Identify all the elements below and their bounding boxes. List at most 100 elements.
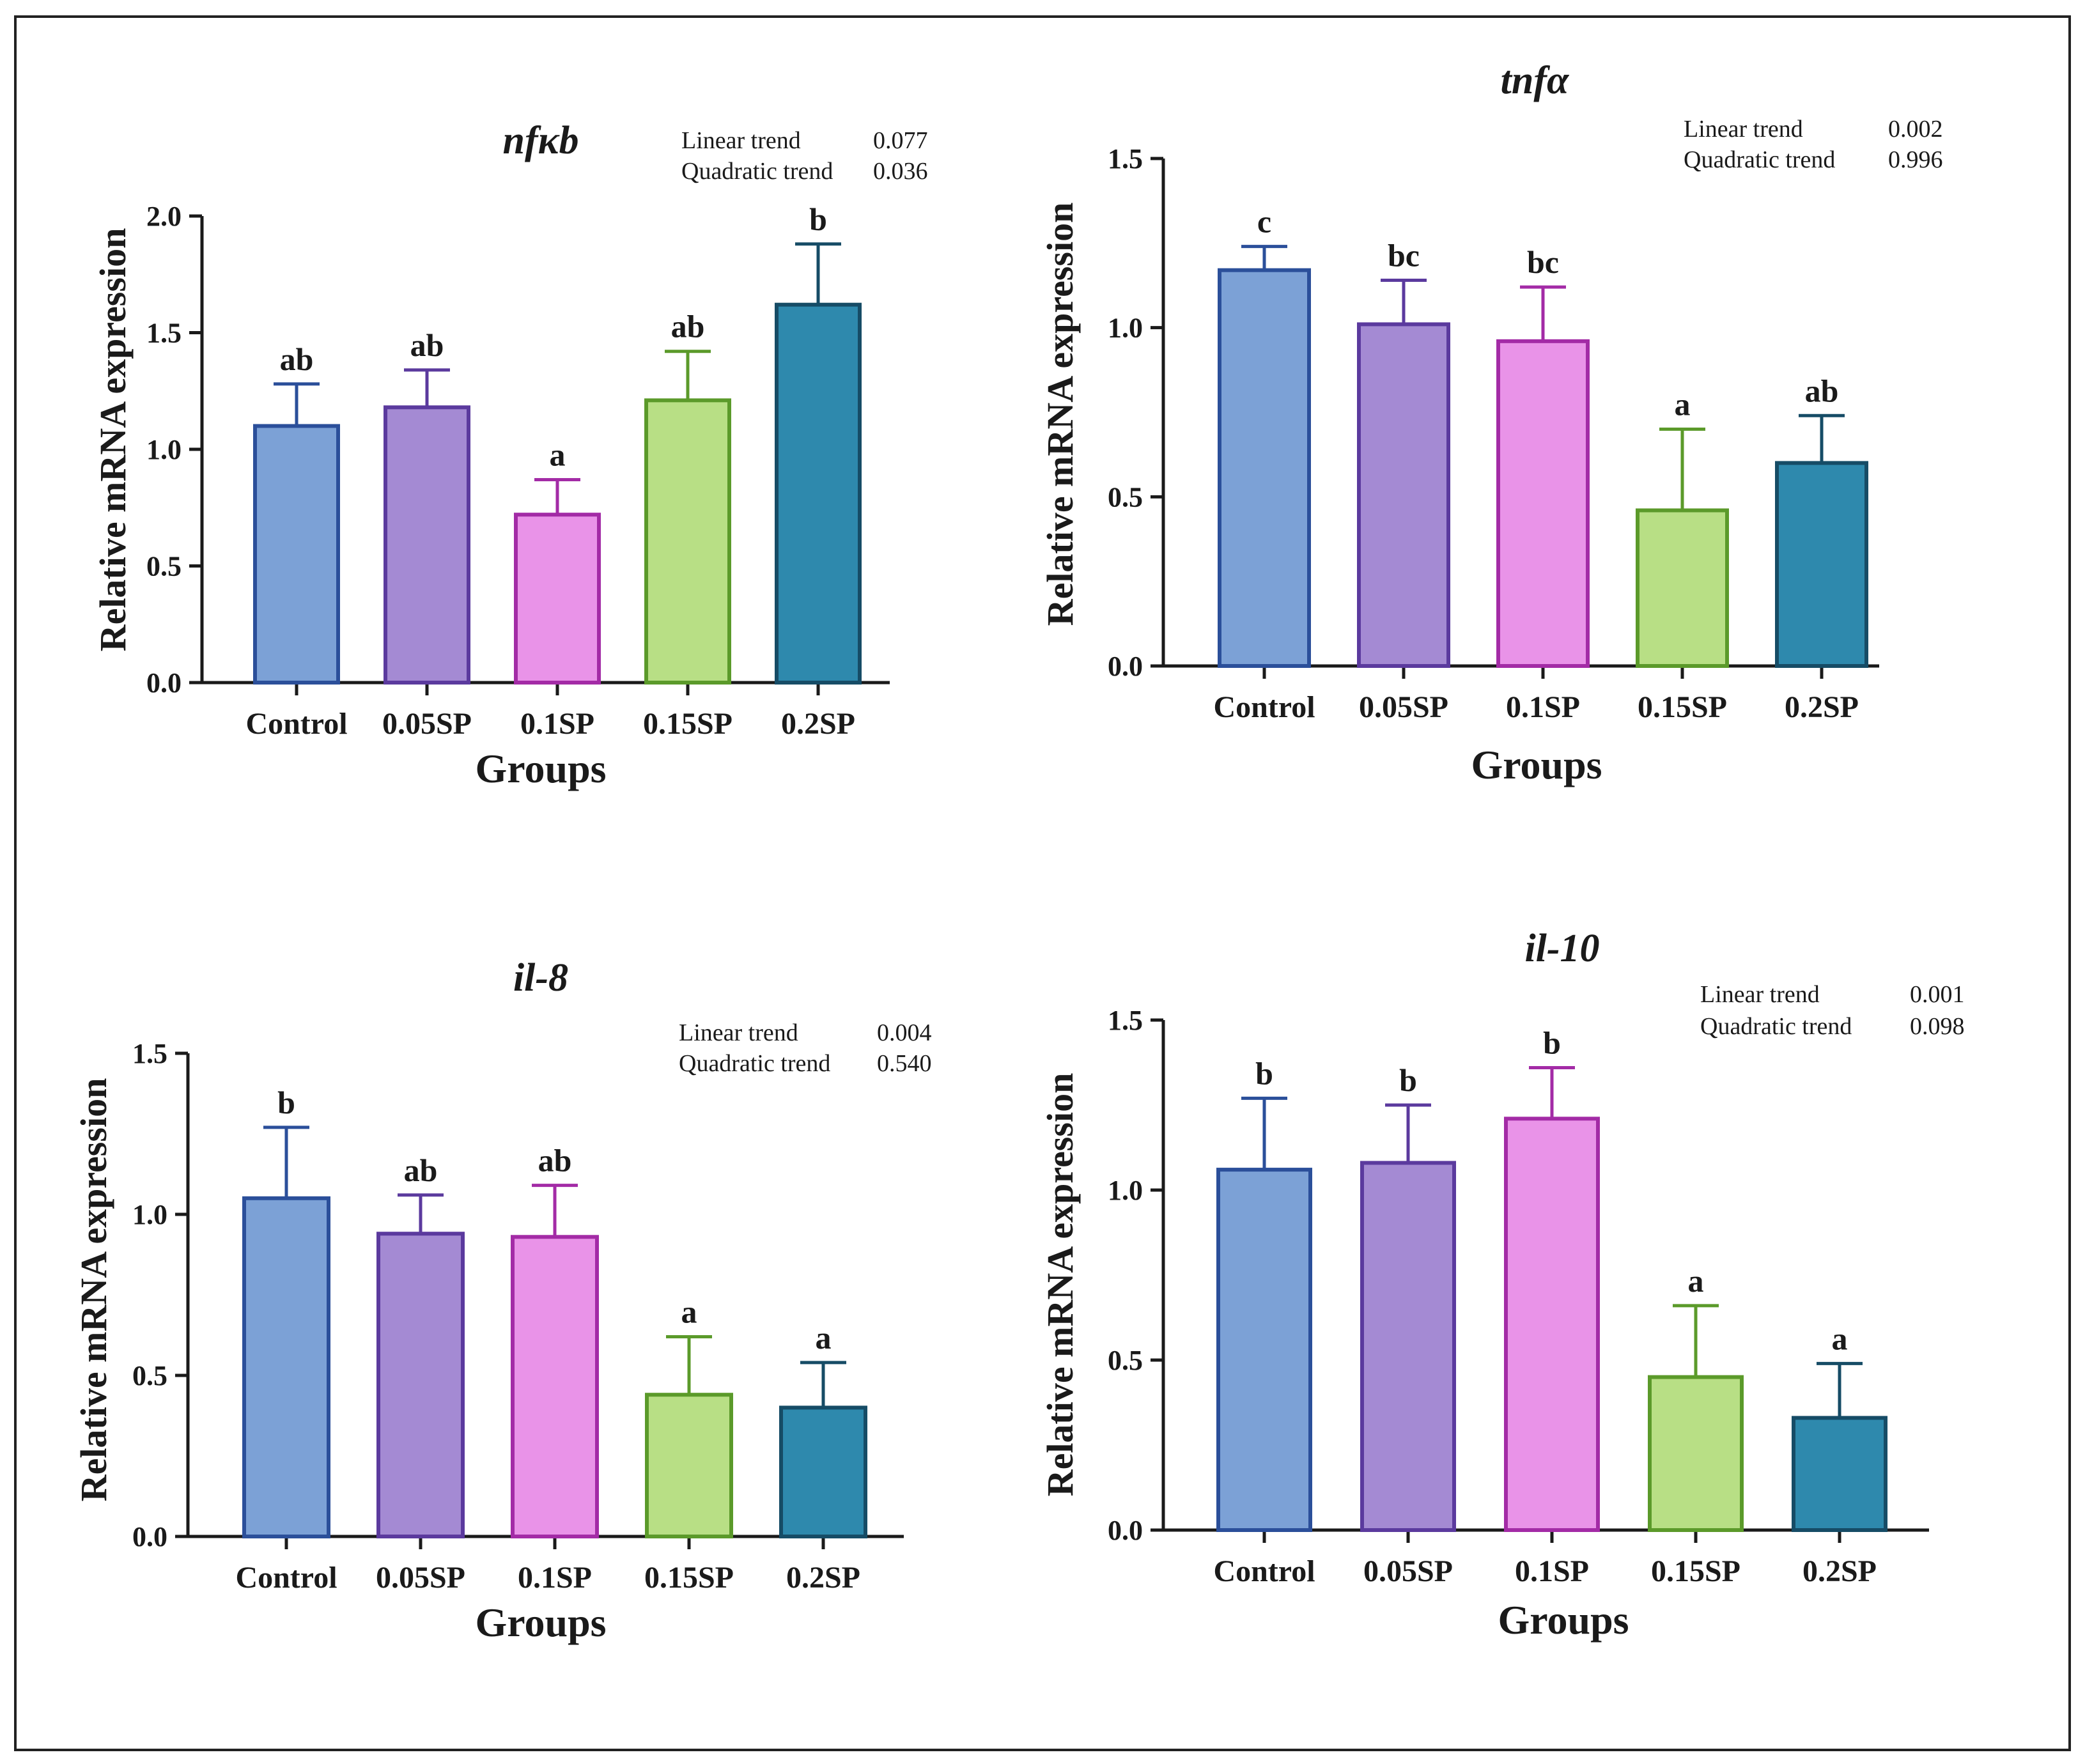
y-tick-label: 1.5 (146, 318, 182, 349)
y-tick-label: 1.5 (132, 1038, 167, 1069)
plot-area: 0.0 0.5 1.0 1.5 b Control ab 0.05SP ab 0.1SP a 0.15… (132, 1038, 904, 1595)
significance-label: a (1675, 386, 1691, 422)
bar-015sp (1636, 508, 1729, 668)
x-tick-label: 0.1SP (520, 707, 594, 741)
bar-02sp (779, 1405, 867, 1538)
significance-label: a (1688, 1263, 1704, 1299)
significance-label: b (1543, 1025, 1561, 1060)
significance-label: ab (280, 341, 314, 377)
quadratic-trend-label: Quadratic trend (679, 1050, 830, 1077)
bar-015sp (645, 1393, 733, 1538)
significance-label: b (1255, 1055, 1273, 1091)
y-tick-label: 0.5 (132, 1360, 167, 1391)
y-tick-label: 1.0 (1108, 313, 1143, 344)
bar-005sp (1360, 1161, 1456, 1532)
y-tick-label: 0.5 (1108, 481, 1143, 513)
significance-label: a (550, 437, 566, 472)
y-tick-label: 1.5 (1108, 1005, 1143, 1036)
bar-control (1216, 1168, 1312, 1532)
y-tick-label: 1.0 (146, 434, 182, 465)
quadratic-trend-value: 0.540 (877, 1050, 932, 1077)
bar-02sp (775, 302, 862, 685)
bar-005sp (1357, 322, 1450, 668)
significance-label: b (1399, 1062, 1417, 1098)
significance-label: bc (1388, 238, 1420, 274)
panel-il10: il-10 Linear trend 0.001 Quadratic trend… (1039, 927, 1965, 1643)
bar-01sp (514, 513, 601, 685)
x-tick-label: Control (235, 1561, 337, 1595)
y-tick-label: 2.0 (146, 201, 182, 232)
x-tick-label: 0.15SP (1651, 1554, 1740, 1588)
chart-title: nfκb (503, 119, 579, 162)
x-tick-label: 0.1SP (518, 1561, 592, 1595)
bar-control (242, 1196, 330, 1539)
significance-label: a (1832, 1320, 1848, 1356)
y-tick-label: 0.5 (146, 551, 182, 582)
quadratic-trend-value: 0.996 (1888, 146, 1943, 173)
quadratic-trend-label: Quadratic trend (1700, 1013, 1852, 1040)
bar-005sp (376, 1232, 465, 1538)
x-tick-label: Control (245, 707, 347, 741)
significance-label: c (1257, 204, 1271, 240)
x-tick-label: 0.15SP (643, 707, 732, 741)
bar-control (1218, 268, 1311, 668)
bar-01sp (1496, 339, 1590, 668)
x-tick-label: 0.15SP (644, 1561, 734, 1595)
y-tick-label: 1.0 (1108, 1175, 1143, 1206)
x-tick-label: 0.15SP (1638, 690, 1727, 724)
significance-label: a (681, 1294, 697, 1330)
bar-005sp (384, 405, 470, 685)
y-axis-label: Relative mRNA expression (1039, 1073, 1081, 1497)
significance-label: ab (538, 1143, 572, 1179)
y-tick-label: 0.5 (1108, 1345, 1143, 1376)
y-axis-label: Relative mRNA expression (92, 228, 134, 652)
quadratic-trend-label: Quadratic trend (1684, 146, 1835, 173)
significance-label: a (816, 1320, 832, 1356)
significance-label: b (809, 201, 827, 237)
y-tick-label: 0.0 (1108, 1515, 1143, 1546)
linear-trend-value: 0.001 (1910, 981, 1965, 1008)
chart-title: il-8 (513, 956, 568, 1000)
plot-area: 0.0 0.5 1.0 1.5 2.0 ab Control ab 0.05SP a 0.1SP ab… (146, 201, 890, 741)
x-axis-label: Groups (475, 746, 606, 791)
linear-trend-label: Linear trend (679, 1019, 798, 1046)
chart-title: il-10 (1524, 927, 1599, 970)
x-tick-label: 0.1SP (1506, 690, 1580, 724)
bar-02sp (1792, 1416, 1887, 1532)
chart-title: tnfα (1501, 59, 1570, 102)
x-tick-label: 0.05SP (376, 1561, 465, 1595)
x-tick-label: 0.05SP (1363, 1554, 1453, 1588)
bar-02sp (1775, 461, 1868, 669)
y-tick-label: 0.0 (146, 667, 182, 699)
x-tick-label: Control (1213, 1554, 1315, 1588)
plot-area: 0.0 0.5 1.0 1.5 b Control b 0.05SP b 0.1SP a 0.15SP… (1108, 1005, 1929, 1588)
significance-label: ab (404, 1152, 438, 1188)
x-tick-label: Control (1213, 690, 1315, 724)
x-tick-label: 0.05SP (1359, 690, 1448, 724)
plot-area: 0.0 0.5 1.0 1.5 c Control bc 0.05SP bc 0.1SP a 0.15… (1108, 143, 1879, 724)
significance-label: ab (671, 309, 705, 344)
x-tick-label: 0.2SP (781, 707, 855, 741)
linear-trend-label: Linear trend (1700, 981, 1820, 1008)
y-axis-label: Relative mRNA expression (73, 1078, 114, 1502)
x-tick-label: 0.2SP (786, 1561, 860, 1595)
panel-nfkb: nfκb Linear trend 0.077 Quadratic trend … (92, 119, 928, 791)
x-axis-label: Groups (1471, 742, 1602, 787)
y-tick-label: 0.0 (132, 1521, 167, 1552)
y-tick-label: 1.5 (1108, 143, 1143, 174)
significance-label: ab (1805, 373, 1839, 408)
x-axis-label: Groups (475, 1600, 606, 1645)
figure-frame: nfκb Linear trend 0.077 Quadratic trend … (14, 15, 2071, 1751)
x-tick-label: 0.05SP (382, 707, 472, 741)
x-tick-label: 0.2SP (1802, 1554, 1877, 1588)
linear-trend-value: 0.077 (873, 127, 928, 154)
quadratic-trend-value: 0.098 (1910, 1013, 1965, 1040)
y-tick-label: 1.0 (132, 1199, 167, 1230)
panel-il8: il-8 Linear trend 0.004 Quadratic trend … (73, 956, 932, 1645)
significance-label: ab (410, 327, 444, 363)
linear-trend-label: Linear trend (1684, 116, 1803, 143)
x-tick-label: 0.2SP (1785, 690, 1859, 724)
significance-label: bc (1527, 244, 1559, 280)
figure-canvas: nfκb Linear trend 0.077 Quadratic trend … (73, 59, 1965, 1645)
y-tick-label: 0.0 (1108, 651, 1143, 682)
